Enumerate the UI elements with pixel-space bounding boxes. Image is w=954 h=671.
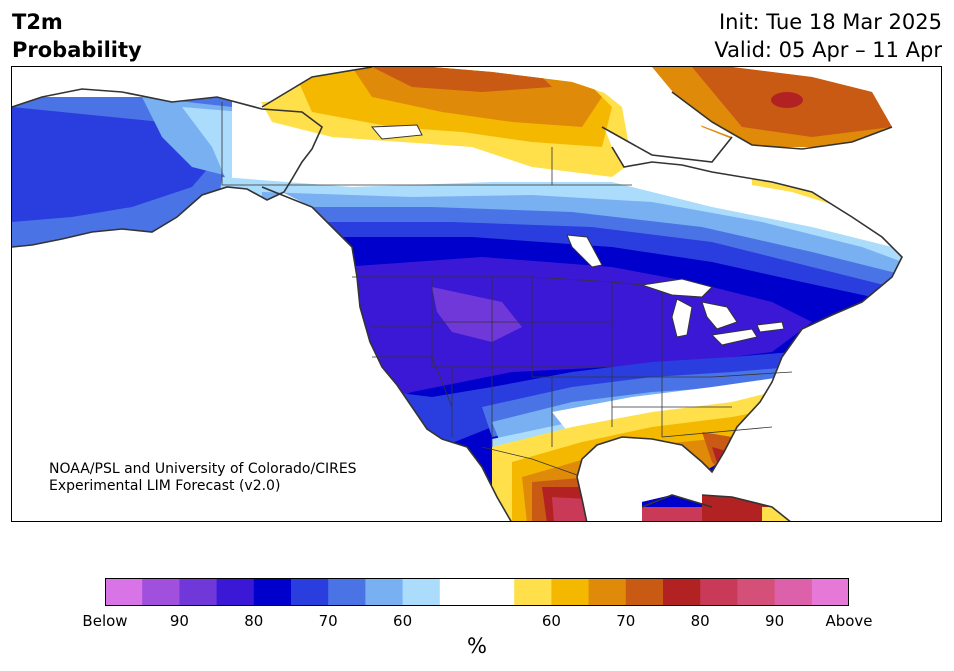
colorbar-swatch	[737, 578, 776, 606]
colorbar-swatch	[179, 578, 218, 606]
colorbar-swatch	[625, 578, 664, 606]
credit-line-1: NOAA/PSL and University of Colorado/CIRE…	[49, 461, 357, 477]
colorbar-ticks: Below 90 80 70 60 60 70 80 90 Above	[0, 612, 954, 632]
colorbar-swatch	[551, 578, 590, 606]
valid-range: Valid: 05 Apr – 11 Apr	[714, 38, 942, 62]
colorbar-swatch	[142, 578, 180, 606]
credit-text: NOAA/PSL and University of Colorado/CIRE…	[49, 461, 357, 495]
init-date: Init: Tue 18 Mar 2025	[718, 10, 942, 34]
colorbar-unit: %	[467, 634, 487, 658]
colorbar-swatch	[477, 578, 515, 606]
colorbar-swatch	[328, 578, 366, 606]
colorbar-swatch	[514, 578, 552, 606]
colorbar-swatch	[402, 578, 441, 606]
colorbar-swatch	[663, 578, 701, 606]
colorbar-swatch	[105, 578, 143, 606]
colorbar-swatch	[253, 578, 292, 606]
colorbar-tick-label: 60	[393, 612, 413, 630]
coastlines	[12, 67, 903, 521]
colorbar-tick-label: 90	[765, 612, 785, 630]
great-lakes	[370, 124, 785, 346]
map-title: T2m Probability	[12, 8, 142, 64]
colorbar-tick-label: 60	[541, 612, 561, 630]
colorbar-tick-label: 80	[244, 612, 264, 630]
political-borders	[221, 102, 793, 476]
forecast-map	[11, 66, 942, 522]
colorbar-swatch	[774, 578, 813, 606]
title-variable: T2m	[12, 10, 63, 34]
colorbar-outline	[105, 578, 849, 606]
colorbar-tick-label: 70	[616, 612, 636, 630]
forecast-dates: Init: Tue 18 Mar 2025 Valid: 05 Apr – 11…	[714, 8, 942, 64]
credit-line-2: Experimental LIM Forecast (v2.0)	[49, 478, 281, 494]
colorbar-swatch	[365, 578, 404, 606]
colorbar-swatch	[439, 578, 478, 606]
colorbar	[105, 578, 849, 606]
colorbar-tick-label: 80	[690, 612, 710, 630]
colorbar-tick-label: Above	[825, 612, 873, 630]
title-type: Probability	[12, 38, 142, 62]
colorbar-tick-label: 70	[318, 612, 338, 630]
colorbar-swatch	[700, 578, 738, 606]
colorbar-swatch	[588, 578, 627, 606]
colorbar-svg	[105, 578, 849, 606]
colorbar-tick-label: 90	[169, 612, 189, 630]
map-svg	[12, 67, 941, 521]
colorbar-swatch	[811, 578, 849, 606]
colorbar-tick-label: Below	[82, 612, 128, 630]
colorbar-swatch	[216, 578, 255, 606]
colorbar-swatch	[291, 578, 329, 606]
